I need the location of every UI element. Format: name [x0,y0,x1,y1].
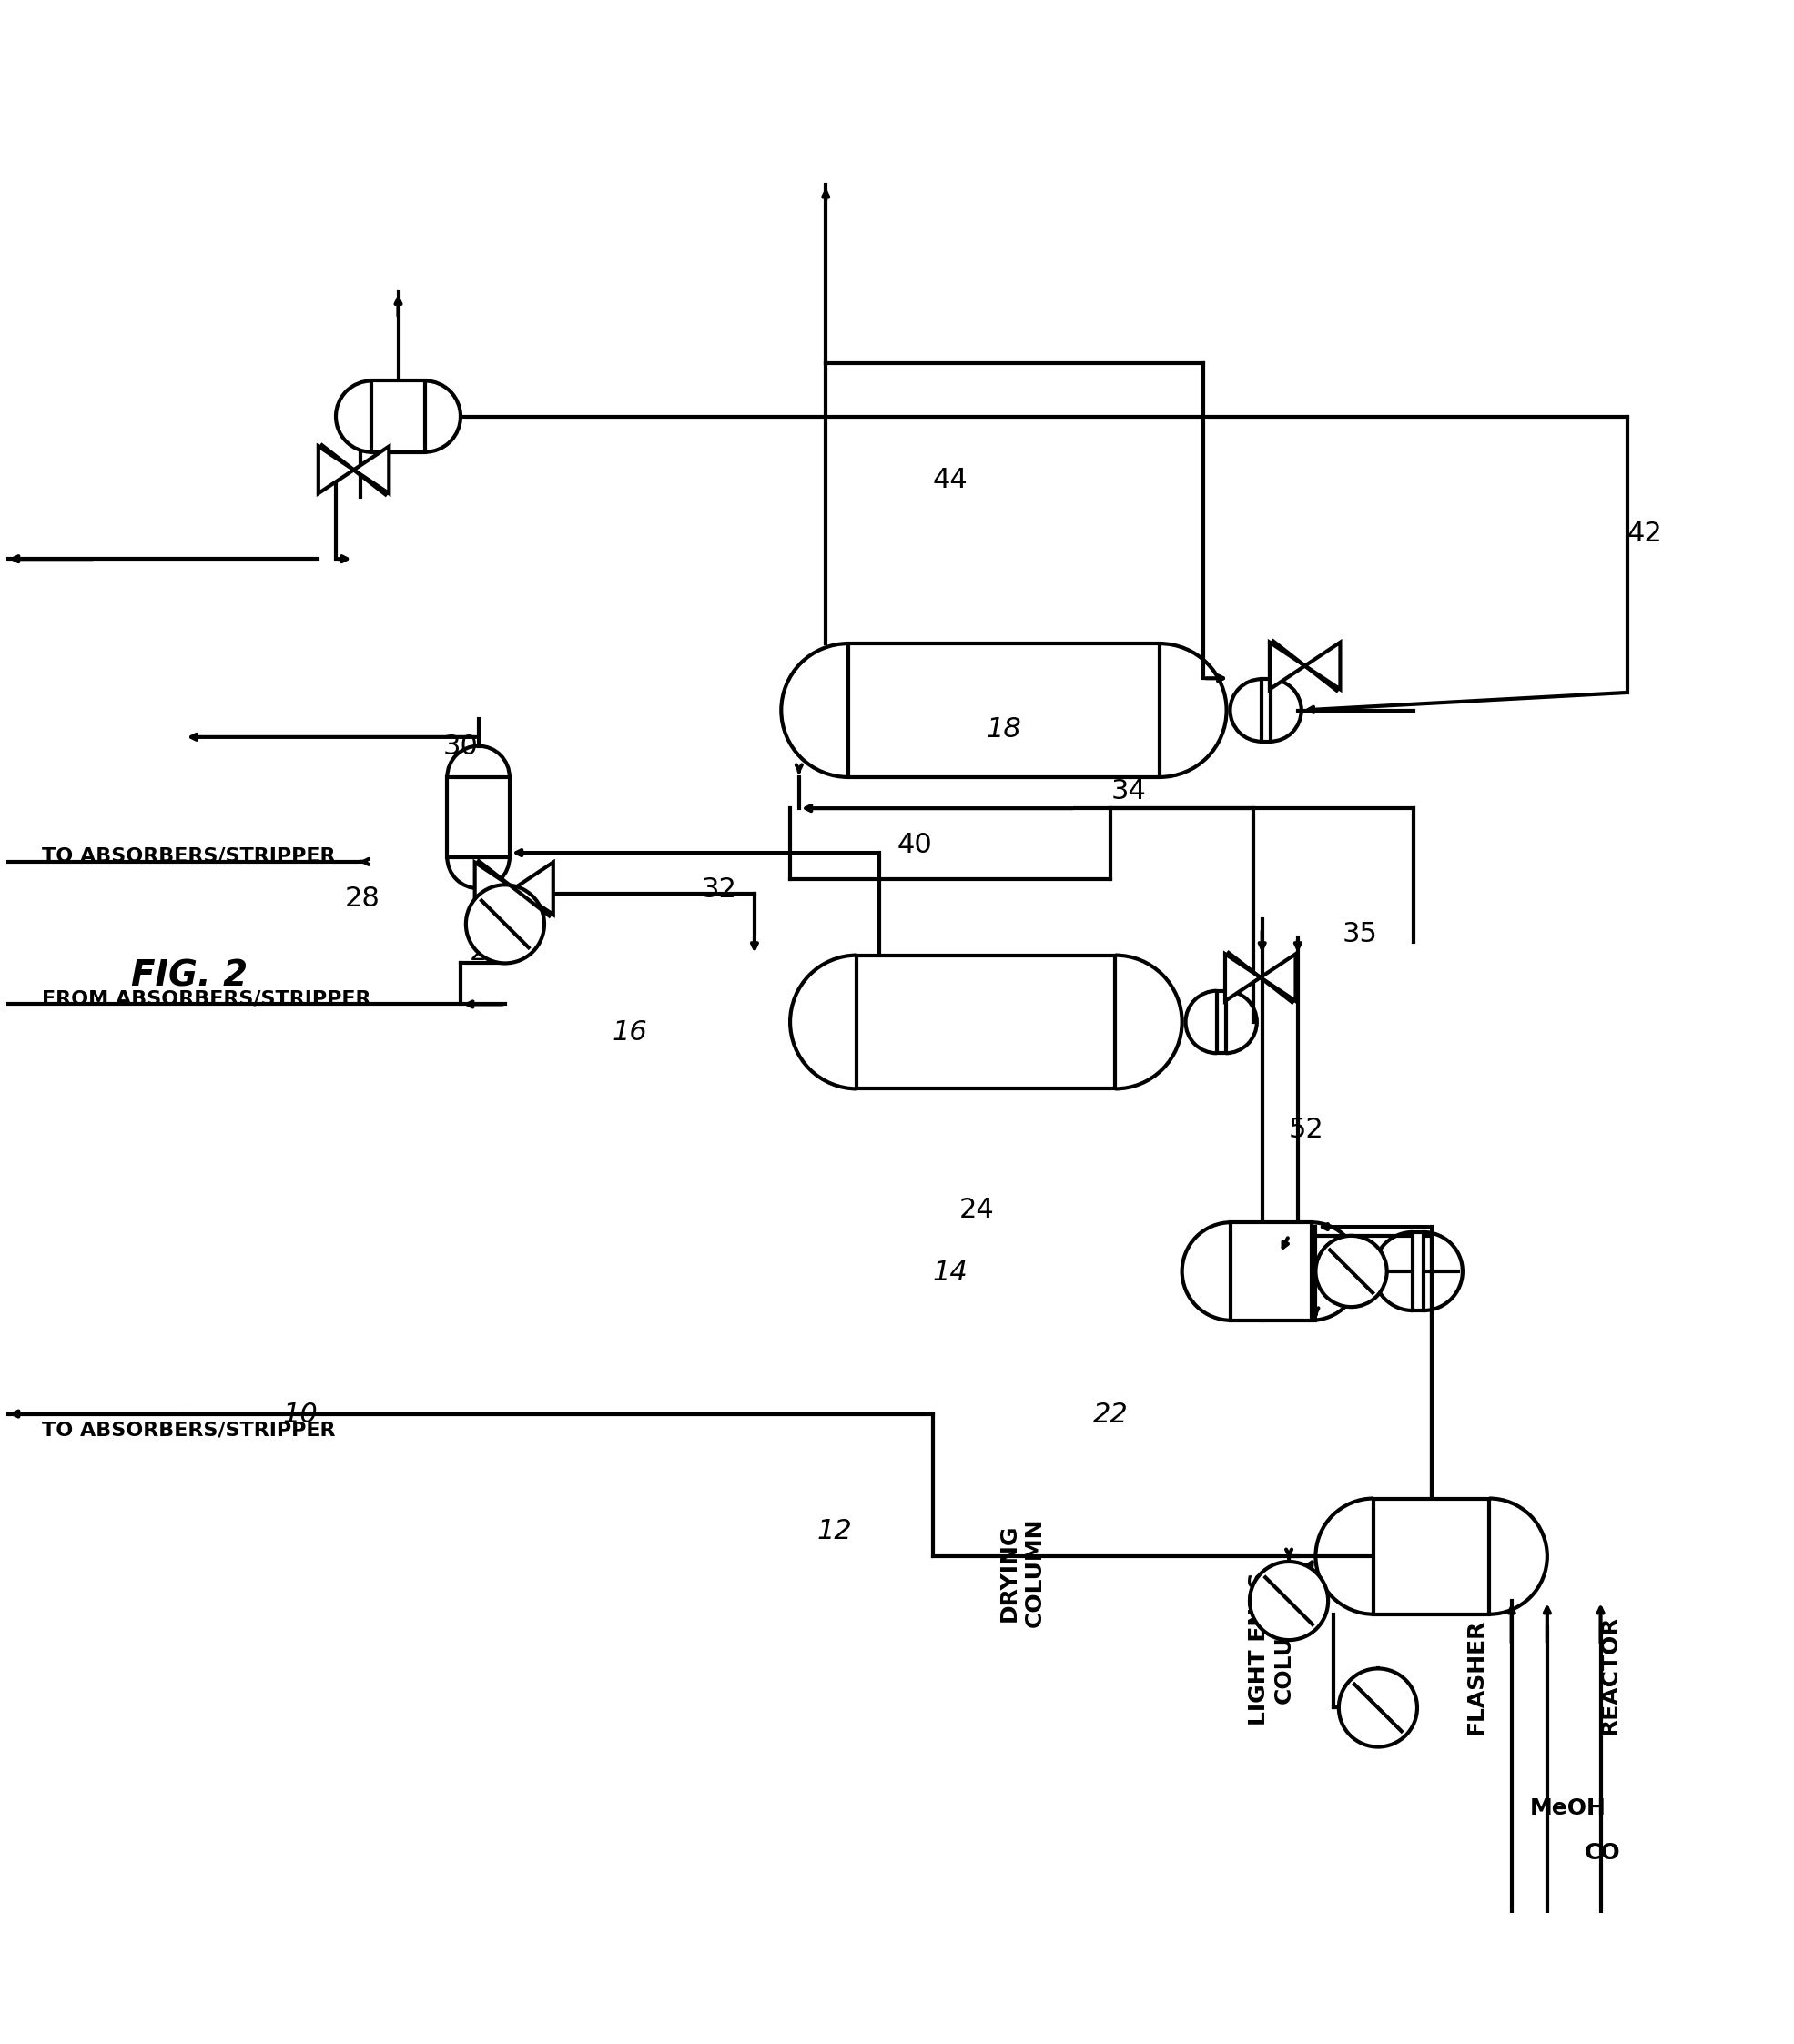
Text: 24: 24 [960,1198,994,1224]
Circle shape [1250,1562,1328,1639]
Text: 30: 30 [443,734,479,760]
Polygon shape [515,863,553,914]
Text: REACTOR: REACTOR [1598,1615,1620,1735]
Text: 28: 28 [344,885,380,912]
Text: 26: 26 [470,938,504,965]
Circle shape [1315,1237,1387,1306]
Bar [371,380,425,452]
Text: 34: 34 [1110,779,1146,805]
Bar [858,955,1116,1089]
Bar [1231,1222,1311,1320]
Text: FROM ABSORBERS/STRIPPER: FROM ABSORBERS/STRIPPER [41,989,371,1008]
Polygon shape [1270,642,1304,689]
Text: 35: 35 [1342,922,1378,946]
Text: 44: 44 [933,466,969,493]
Bar [1374,1498,1489,1615]
Text: 14: 14 [933,1259,969,1286]
Text: 16: 16 [612,1018,648,1044]
Text: 12: 12 [816,1517,852,1543]
Text: CO: CO [1584,1842,1620,1864]
Text: DRYING
COLUMN: DRYING COLUMN [997,1519,1046,1627]
Text: MeOH: MeOH [1528,1797,1606,1819]
Text: 22: 22 [1093,1402,1128,1429]
Circle shape [466,885,544,963]
Text: LIGHT ENDS
COLUMN: LIGHT ENDS COLUMN [1247,1572,1295,1725]
Text: FIG. 2: FIG. 2 [131,959,248,993]
Bar [1216,991,1225,1053]
Bar [447,777,509,856]
Text: 32: 32 [701,877,736,903]
Text: 40: 40 [897,832,933,858]
Text: FLASHER: FLASHER [1466,1619,1487,1735]
Polygon shape [1304,642,1340,689]
Polygon shape [1225,955,1261,1002]
Text: 10: 10 [282,1402,318,1429]
Polygon shape [1261,955,1295,1002]
Circle shape [1338,1668,1417,1748]
Text: 18: 18 [987,715,1021,742]
Text: 42: 42 [1627,519,1663,546]
Polygon shape [475,863,515,914]
Text: TO ABSORBERS/STRIPPER: TO ABSORBERS/STRIPPER [41,846,335,865]
Bar [849,644,1159,777]
Bar [1261,679,1270,742]
Polygon shape [318,446,353,493]
Text: TO ABSORBERS/STRIPPER: TO ABSORBERS/STRIPPER [41,1421,335,1439]
Polygon shape [353,446,389,493]
Text: 52: 52 [1288,1116,1324,1143]
Bar [1412,1233,1423,1310]
